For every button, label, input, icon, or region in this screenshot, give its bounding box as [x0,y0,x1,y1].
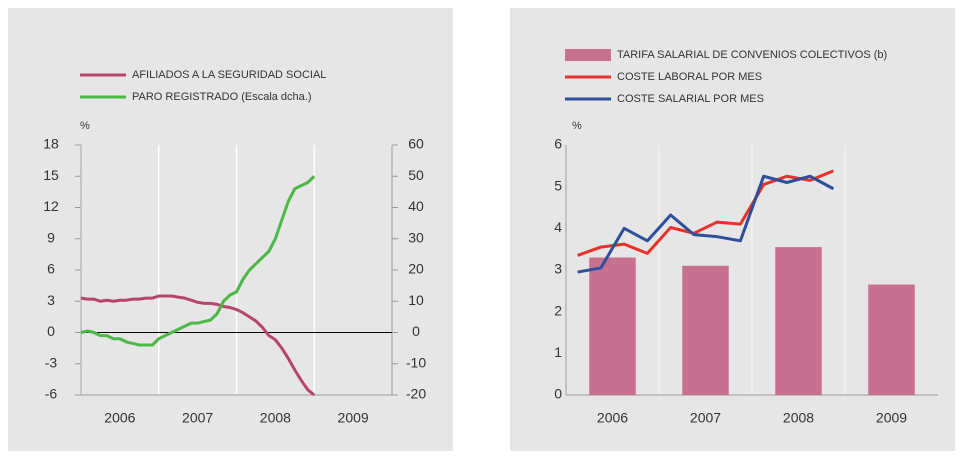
x-tick-label: 2006 [597,410,628,426]
y-tick-label: 9 [47,229,55,245]
axis-unit: % [572,120,582,132]
bar [868,284,915,395]
bar [775,247,822,395]
y-tick-label: 6 [47,261,55,277]
line [80,175,316,347]
legend-label: COSTE SALARIAL POR MES [617,93,764,105]
y2-tick-label: 30 [408,229,424,245]
y2-tick-label: 10 [408,292,424,308]
x-tick-label: 2006 [104,410,135,426]
legend-label: AFILIADOS A LA SEGURIDAD SOCIAL [132,69,326,81]
y-tick-label: 3 [554,261,562,277]
x-tick-label: 2009 [876,410,907,426]
line [577,169,834,257]
legend-label: COSTE LABORAL POR MES [617,71,762,83]
x-tick-label: 2007 [690,410,721,426]
y-tick-label: 18 [43,136,59,152]
y-tick-label: 1 [554,344,562,360]
y2-tick-label: -10 [406,354,426,370]
y-tick-label: 0 [47,323,55,339]
legend-label: TARIFA SALARIAL DE CONVENIOS COLECTIVOS … [617,49,887,61]
legend-swatch [565,49,611,61]
bar [589,257,636,395]
y2-tick-label: -20 [406,386,426,402]
bar [682,265,729,395]
y-tick-label: 15 [43,167,59,183]
panel [8,8,453,451]
line [577,174,835,274]
y-tick-label: -3 [45,354,58,370]
line [80,294,316,397]
y2-tick-label: 40 [408,198,424,214]
axis-unit: % [80,120,90,132]
y-tick-label: 4 [554,219,562,235]
y-tick-label: -6 [45,386,58,402]
y-tick-label: 2 [554,302,562,318]
x-tick-label: 2008 [260,410,291,426]
y-tick-label: 12 [43,198,59,214]
x-tick-label: 2009 [338,410,369,426]
y-tick-label: 3 [47,292,55,308]
x-tick-label: 2008 [783,410,814,426]
legend-label: PARO REGISTRADO (Escala dcha.) [132,91,312,103]
y-tick-label: 6 [554,136,562,152]
y2-tick-label: 20 [408,261,424,277]
y2-tick-label: 0 [412,323,420,339]
y-tick-label: 0 [554,386,562,402]
y2-tick-label: 60 [408,136,424,152]
y2-tick-label: 50 [408,167,424,183]
x-tick-label: 2007 [182,410,213,426]
y-tick-label: 5 [554,177,562,193]
